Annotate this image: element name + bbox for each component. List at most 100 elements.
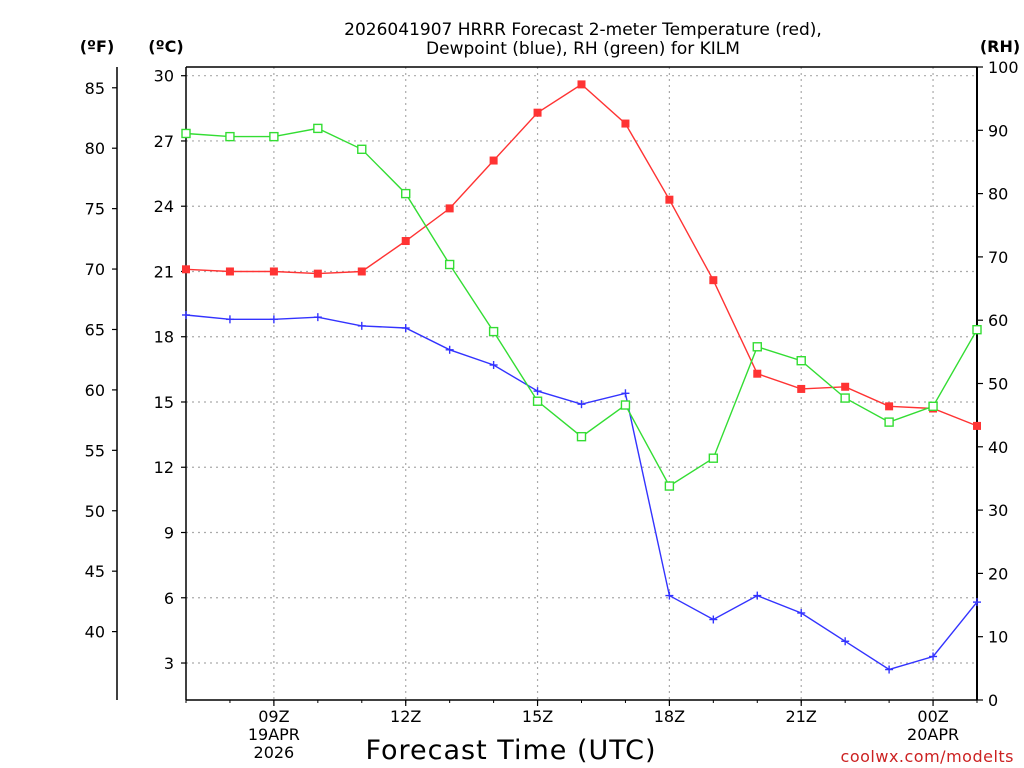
rh-tick-label: 50	[988, 375, 1008, 394]
rh-tick-label: 60	[988, 311, 1008, 330]
data-point-dewpoint	[973, 598, 981, 607]
rh-tick-label: 10	[988, 628, 1008, 647]
data-point-temperature	[753, 369, 762, 378]
watermark: coolwx.com/modelts	[841, 747, 1014, 766]
celsius-tick-label: 3	[164, 654, 174, 673]
series-markers	[181, 80, 982, 674]
data-point-rh	[708, 453, 719, 463]
rh-tick-label: 70	[988, 248, 1008, 267]
series-lines	[185, 83, 978, 671]
celsius-tick-label: 12	[154, 458, 174, 477]
data-point-temperature	[445, 204, 454, 213]
data-point-rh	[488, 326, 499, 337]
data-point-dewpoint	[885, 665, 894, 674]
x-tick-label: 20APR	[907, 725, 959, 744]
data-point-temperature	[973, 421, 981, 430]
data-point-temperature	[313, 269, 322, 278]
data-point-rh	[576, 431, 587, 442]
rh-tick-label: 0	[988, 691, 998, 710]
celsius-unit-label: (ºC)	[148, 37, 183, 56]
data-point-temperature	[885, 402, 894, 411]
x-tick-label: 18Z	[654, 707, 685, 726]
data-point-rh	[840, 393, 850, 403]
celsius-tick-label: 18	[154, 328, 174, 347]
data-point-dewpoint	[401, 324, 410, 333]
data-point-rh	[401, 188, 411, 199]
data-point-rh	[181, 128, 191, 139]
fahrenheit-tick-label: 70	[85, 260, 105, 279]
gridlines	[186, 67, 977, 700]
data-point-dewpoint	[753, 591, 762, 600]
x-tick-label: 2026	[254, 743, 295, 762]
data-point-dewpoint	[533, 387, 542, 396]
rh-tick-label: 30	[988, 501, 1008, 520]
x-tick-label: 09Z	[258, 707, 289, 726]
rh-tick-label: 40	[988, 438, 1008, 457]
x-tick-label: 15Z	[522, 707, 553, 726]
data-point-dewpoint	[665, 591, 674, 600]
celsius-tick-label: 6	[164, 589, 174, 608]
data-point-rh	[620, 400, 631, 410]
data-point-dewpoint	[269, 315, 278, 324]
rh-tick-label: 90	[988, 121, 1008, 140]
data-point-dewpoint	[445, 345, 454, 354]
x-tick-label: 19APR	[248, 725, 300, 744]
data-point-dewpoint	[225, 315, 234, 324]
x-tick-label: 00Z	[917, 707, 948, 726]
chart-title-line2: Dewpoint (blue), RH (green) for KILM	[426, 39, 740, 59]
data-point-rh	[752, 342, 762, 352]
celsius-tick-label: 24	[154, 197, 174, 216]
data-point-rh	[313, 123, 323, 134]
data-point-temperature	[225, 267, 234, 276]
fahrenheit-unit-label: (ºF)	[80, 37, 115, 56]
celsius-tick-label: 9	[164, 524, 174, 543]
data-point-temperature	[665, 195, 674, 204]
data-point-dewpoint	[929, 652, 938, 661]
data-point-dewpoint	[182, 310, 190, 319]
fahrenheit-tick-label: 85	[85, 79, 105, 98]
fahrenheit-tick-label: 75	[85, 200, 105, 219]
celsius-tick-label: 27	[154, 132, 174, 151]
celsius-tick-label: 30	[154, 67, 174, 86]
fahrenheit-tick-label: 65	[85, 320, 105, 339]
axes	[112, 66, 983, 706]
rh-tick-label: 80	[988, 185, 1008, 204]
data-point-rh	[972, 324, 982, 335]
data-point-dewpoint	[621, 389, 630, 398]
fahrenheit-tick-label: 55	[85, 441, 105, 460]
data-point-dewpoint	[841, 637, 850, 646]
data-point-rh	[225, 131, 235, 142]
data-point-temperature	[709, 276, 718, 285]
x-tick-label: 12Z	[390, 707, 421, 726]
data-point-dewpoint	[577, 400, 586, 409]
data-point-rh	[532, 396, 543, 406]
data-point-temperature	[401, 237, 410, 246]
data-point-rh	[884, 417, 894, 427]
chart-title-line1: 2026041907 HRRR Forecast 2-meter Tempera…	[344, 20, 822, 40]
data-point-dewpoint	[489, 361, 498, 370]
fahrenheit-tick-label: 60	[85, 381, 105, 400]
fahrenheit-tick-label: 80	[85, 139, 105, 158]
data-point-temperature	[357, 267, 366, 276]
rh-tick-label: 20	[988, 564, 1008, 583]
data-point-temperature	[489, 156, 498, 165]
data-point-temperature	[269, 267, 278, 276]
series-line-dewpoint	[185, 314, 978, 671]
data-point-temperature	[182, 265, 190, 274]
x-tick-label: 21Z	[786, 707, 817, 726]
data-point-rh	[664, 481, 675, 491]
fahrenheit-tick-label: 50	[85, 502, 105, 521]
x-axis-label: Forecast Time (UTC)	[365, 735, 656, 766]
tick-labels: 3 6 9 12 15 18 21 24 27 30 40 45 50 55 60 65 70 75 80 85 0 10…	[85, 58, 1019, 762]
rh-tick-label: 100	[988, 58, 1019, 77]
data-point-dewpoint	[709, 615, 718, 624]
fahrenheit-tick-label: 40	[85, 623, 105, 642]
data-point-temperature	[533, 108, 542, 117]
data-point-temperature	[841, 382, 850, 391]
series-line-temperature	[185, 83, 978, 427]
data-point-temperature	[621, 119, 630, 128]
celsius-tick-label: 21	[154, 262, 174, 281]
data-point-rh	[444, 259, 455, 270]
data-point-dewpoint	[357, 321, 366, 330]
